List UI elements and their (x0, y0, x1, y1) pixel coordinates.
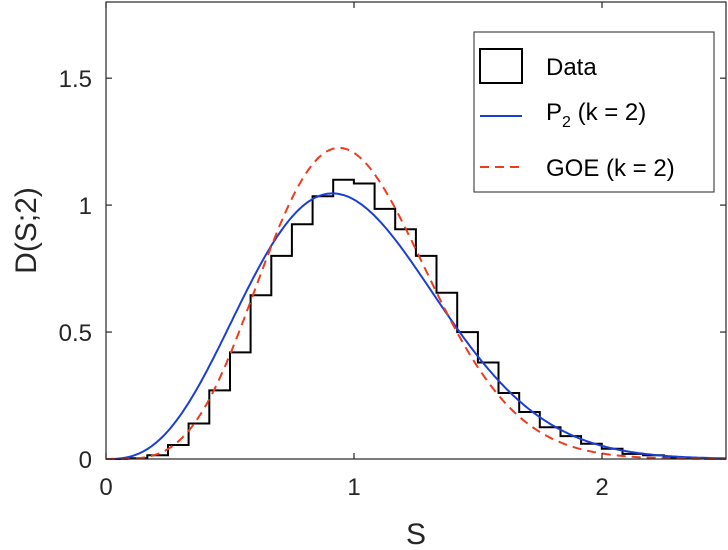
y-axis-label: D(S;2) (10, 187, 43, 274)
legend-label-p2: P2 (k = 2) (546, 99, 646, 131)
y-tick-label: 1 (79, 193, 92, 220)
x-tick-label: 1 (347, 474, 360, 501)
plot-area (106, 146, 727, 460)
x-tick-label: 2 (595, 474, 608, 501)
series-p2-curve (106, 192, 727, 460)
legend-swatch-data (479, 48, 523, 84)
x-axis-label: S (406, 518, 426, 550)
y-tick-label: 0 (79, 447, 92, 474)
y-tick-label: 0.5 (59, 320, 92, 347)
legend-label-goe: GOE (k = 2) (546, 155, 675, 182)
legend-label-p2-subscript: 2 (562, 114, 571, 131)
legend-label-data: Data (546, 54, 597, 81)
x-tick-label: 0 (99, 474, 112, 501)
series-goe-curve (106, 146, 726, 460)
y-tick-label: 1.5 (59, 66, 92, 93)
axes (105, 1, 727, 460)
legend-label-p2-suffix: (k = 2) (571, 99, 646, 126)
legend-box (473, 31, 715, 193)
axes-box (105, 1, 727, 460)
legend: Data P2 (k = 2) GOE (k = 2) (473, 31, 715, 193)
legend-label-p2-main: P (546, 99, 562, 126)
ticks: 0 1 2 0 0.5 1 1.5 (59, 2, 726, 501)
